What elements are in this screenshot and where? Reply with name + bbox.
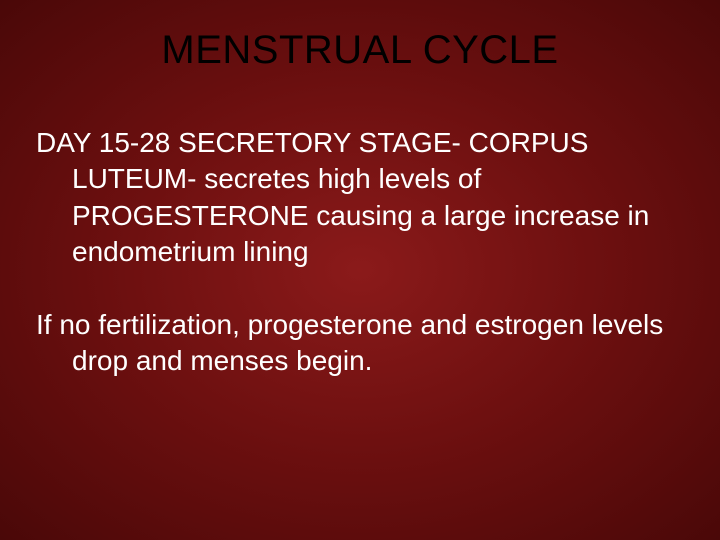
paragraph-2: If no fertilization, progesterone and es… bbox=[36, 307, 684, 380]
slide-container: MENSTRUAL CYCLE DAY 15-28 SECRETORY STAG… bbox=[0, 0, 720, 540]
paragraph-1: DAY 15-28 SECRETORY STAGE- CORPUS LUTEUM… bbox=[36, 125, 684, 271]
slide-title: MENSTRUAL CYCLE bbox=[36, 28, 684, 73]
